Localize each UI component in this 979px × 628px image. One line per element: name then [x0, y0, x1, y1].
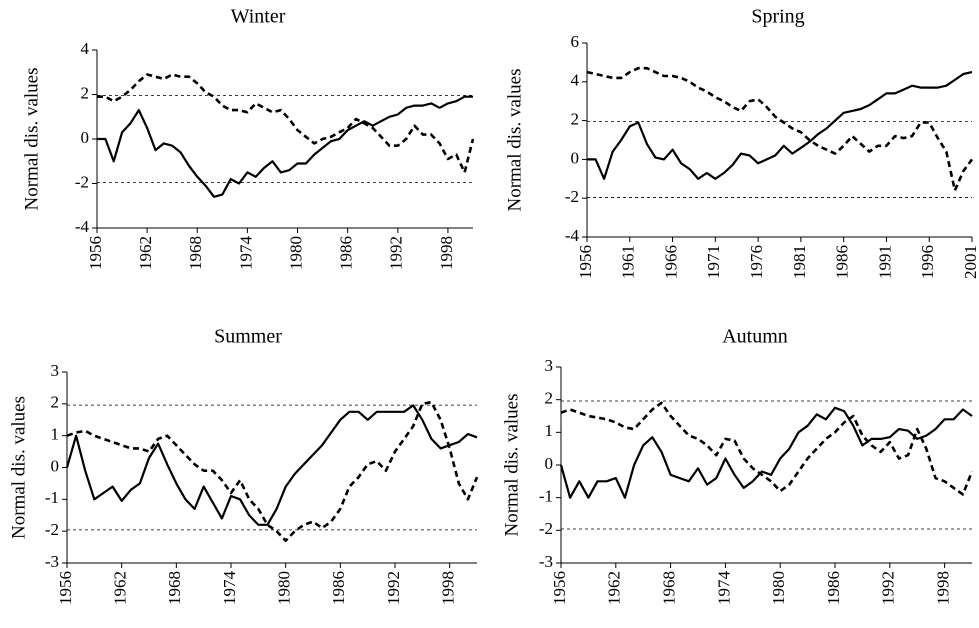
y-tick-label: 2 — [545, 389, 554, 408]
y-tick-label: -4 — [565, 226, 580, 245]
x-tick-label: 1992 — [879, 571, 898, 605]
x-tick-label: 1980 — [769, 571, 788, 605]
x-tick-label: 1968 — [660, 571, 679, 605]
x-tick-label: 1998 — [439, 571, 458, 605]
y-tick-label: -4 — [75, 217, 90, 236]
y-tick-label: 2 — [51, 393, 60, 412]
chart-title: Winter — [231, 6, 286, 28]
y-tick-label: 1 — [51, 425, 60, 444]
x-tick-label: 1962 — [605, 571, 624, 605]
x-tick-label: 1986 — [329, 571, 348, 605]
y-tick-label: -1 — [539, 487, 553, 506]
x-tick-label: 1974 — [220, 571, 239, 606]
x-tick-label: 1992 — [387, 236, 406, 270]
y-tick-label: -1 — [45, 488, 59, 507]
x-tick-label: 1996 — [918, 245, 937, 279]
y-axis-label: Normal dis. values — [21, 67, 42, 210]
y-tick-label: 0 — [571, 148, 580, 167]
x-tick-label: 1956 — [56, 571, 75, 605]
x-tick-label: 1956 — [550, 571, 569, 605]
chart-title: Spring — [751, 6, 804, 28]
data-line — [66, 400, 479, 542]
y-tick-label: 2 — [81, 83, 90, 102]
data-line — [587, 71, 973, 180]
x-tick-label: 1986 — [833, 245, 852, 279]
data-line — [97, 95, 473, 198]
y-axis-label: Normal dis. values — [8, 396, 29, 539]
x-tick-label: 1968 — [165, 571, 184, 605]
x-tick-label: 1998 — [934, 571, 953, 605]
x-tick-label: 1966 — [661, 245, 680, 279]
y-tick-label: 3 — [545, 356, 554, 375]
y-tick-label: 4 — [571, 71, 580, 90]
y-tick-label: 0 — [545, 454, 554, 473]
x-tick-label: 2001 — [961, 245, 979, 279]
y-tick-label: -2 — [565, 187, 579, 206]
y-axis-label: Normal dis. values — [501, 393, 522, 536]
y-tick-label: 0 — [81, 128, 90, 147]
y-tick-label: -3 — [539, 552, 553, 571]
y-tick-label: -3 — [45, 552, 59, 571]
x-tick-label: 1986 — [337, 236, 356, 270]
x-tick-label: 1981 — [790, 245, 809, 279]
y-tick-label: 0 — [51, 456, 60, 475]
chart-title: Autumn — [722, 326, 788, 348]
data-line — [97, 73, 475, 174]
data-line — [560, 401, 974, 496]
x-tick-label: 1956 — [576, 245, 595, 279]
chart-title: Summer — [214, 326, 282, 348]
x-tick-label: 1971 — [704, 245, 723, 279]
y-tick-label: -2 — [539, 519, 553, 538]
x-tick-label: 1962 — [111, 571, 130, 605]
data-line — [559, 406, 973, 499]
y-tick-label: 3 — [51, 361, 60, 380]
x-tick-label: 1961 — [619, 245, 638, 279]
data-line — [65, 404, 478, 526]
x-tick-label: 1980 — [286, 236, 305, 270]
x-tick-label: 1980 — [275, 571, 294, 605]
x-tick-label: 1974 — [714, 571, 733, 606]
x-tick-label: 1968 — [186, 236, 205, 270]
x-tick-label: 1962 — [136, 236, 155, 270]
y-tick-label: 4 — [81, 39, 90, 58]
y-tick-label: 1 — [545, 421, 554, 440]
x-tick-label: 1956 — [86, 236, 105, 270]
y-axis-label: Normal dis. values — [504, 68, 525, 211]
x-tick-label: 1992 — [384, 571, 403, 605]
y-tick-label: 6 — [571, 32, 580, 51]
y-tick-label: -2 — [45, 520, 59, 539]
x-tick-label: 1974 — [236, 236, 255, 271]
x-tick-label: 1986 — [824, 571, 843, 605]
x-tick-label: 1998 — [437, 236, 456, 270]
x-tick-label: 1991 — [875, 245, 894, 279]
y-tick-label: 2 — [571, 110, 580, 129]
x-tick-label: 1976 — [747, 245, 766, 279]
y-tick-label: -2 — [75, 172, 89, 191]
